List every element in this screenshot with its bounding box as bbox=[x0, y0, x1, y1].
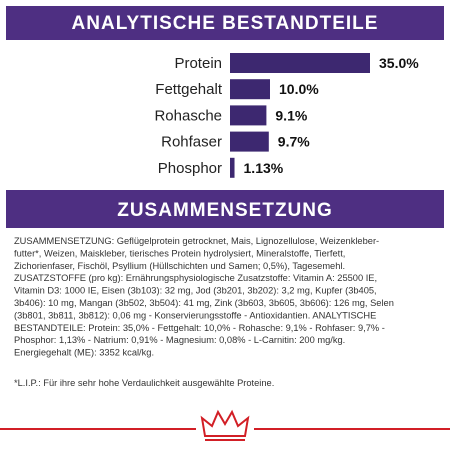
text-line: futter*, Weizen, Maiskleber, tierisches … bbox=[14, 248, 345, 258]
category-label: Rohasche bbox=[154, 107, 222, 124]
category-label: Phosphor bbox=[158, 160, 222, 177]
text-line: Energiegehalt (ME): 3352 kcal/kg. bbox=[14, 348, 154, 358]
text-line: Zichorienfaser, Fischöl, Psyllium (Hülls… bbox=[14, 261, 345, 271]
value-label: 10.0% bbox=[279, 81, 319, 97]
section-title: ZUSAMMENSETZUNG bbox=[117, 200, 333, 221]
header-band bbox=[6, 6, 444, 40]
text-line: BESTANDTEILE: Protein: 35,0% - Fettgehal… bbox=[14, 323, 385, 333]
brand-logo bbox=[0, 409, 450, 441]
category-label: Fettgehalt bbox=[155, 81, 223, 98]
header-band bbox=[6, 190, 444, 228]
value-label: 1.13% bbox=[244, 160, 284, 176]
bar bbox=[230, 105, 267, 126]
bar bbox=[230, 131, 269, 152]
text-line: ZUSATZSTOFFE (pro kg): Ernährungsphysiol… bbox=[14, 273, 377, 283]
value-label: 9.7% bbox=[278, 134, 310, 150]
value-label: 9.1% bbox=[275, 107, 307, 123]
text-line: ZUSAMMENSETZUNG: Geflügelprotein getrock… bbox=[14, 236, 379, 246]
text-line: Vitamin D3: 1000 IE, Eisen (3b103): 32 m… bbox=[14, 286, 377, 296]
chart-title: ANALYTISCHE BESTANDTEILE bbox=[72, 13, 379, 34]
footnote: *L.I.P.: Für ihre sehr hohe Verdaulichke… bbox=[14, 378, 274, 388]
category-label: Rohfaser bbox=[161, 134, 222, 151]
bar bbox=[230, 157, 235, 178]
text-line: Phosphor: 1,13% - Natrium: 0,91% - Magne… bbox=[14, 335, 345, 345]
composition-text: ZUSAMMENSETZUNG: Geflügelprotein getrock… bbox=[14, 236, 394, 358]
value-label: 35.0% bbox=[379, 55, 419, 71]
text-line: 3b406): 10 mg, Mangan (3b502, 3b504): 41… bbox=[14, 298, 394, 308]
text-line: (3b801, 3b811, 3b812): 0,06 mg - Konserv… bbox=[14, 310, 376, 320]
bar bbox=[230, 79, 270, 100]
bar bbox=[230, 53, 370, 73]
category-label: Protein bbox=[174, 55, 222, 72]
bar-chart: Protein 35.0% Fettgehalt 10.0% Rohasche 9.1% R… bbox=[154, 53, 419, 178]
